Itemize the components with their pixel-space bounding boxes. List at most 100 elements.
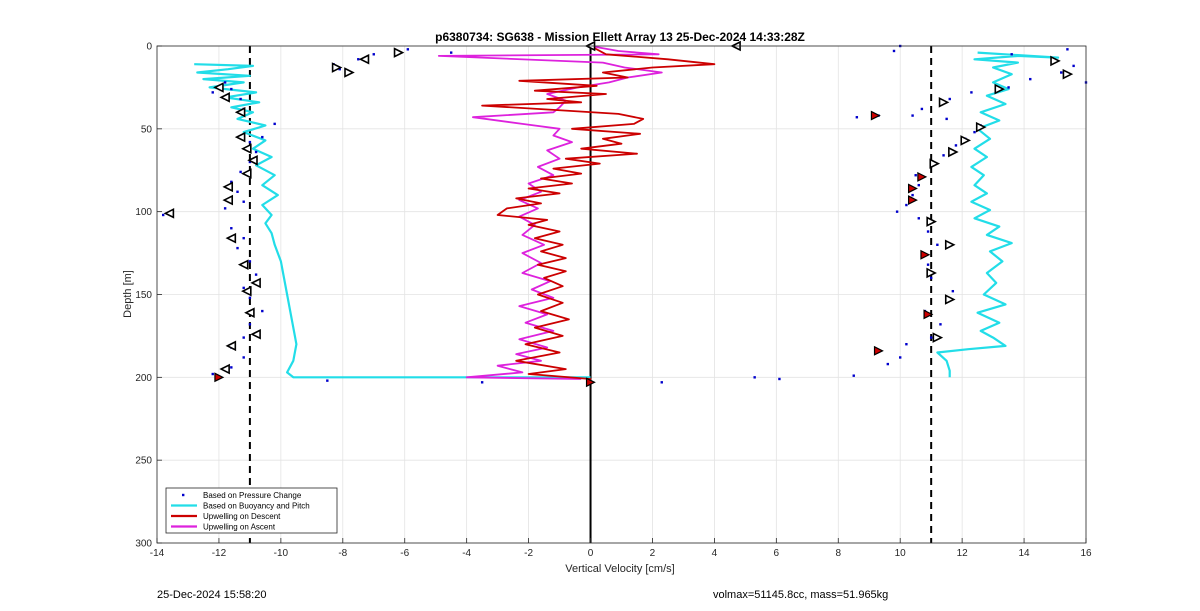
filled-marker	[214, 372, 225, 383]
pressure-change-point	[970, 91, 973, 94]
pressure-change-point	[1010, 53, 1013, 56]
x-tick-label: 16	[1080, 548, 1092, 559]
filled-marker	[585, 377, 596, 388]
y-tick-label: 200	[135, 373, 152, 384]
x-tick-label: 14	[1019, 548, 1031, 559]
pressure-change-point	[920, 107, 924, 111]
x-tick-label: 4	[712, 548, 718, 559]
pressure-change-point	[357, 58, 360, 61]
pressure-change-point	[239, 97, 242, 101]
pressure-change-point	[905, 343, 908, 346]
grid	[156, 45, 1087, 544]
triangle-marker	[241, 143, 252, 155]
marker-layer	[163, 40, 1074, 388]
triangle-marker	[960, 135, 972, 146]
pressure-change-point	[326, 379, 329, 382]
triangle-marker	[250, 277, 261, 289]
pressure-change-point	[248, 160, 252, 164]
triangle-marker	[1050, 55, 1061, 67]
pressure-change-point	[892, 49, 896, 53]
triangle-marker	[926, 216, 937, 227]
y-axis-label: Depth [m]	[122, 270, 134, 318]
triangle-marker	[163, 208, 175, 219]
pressure-change-point	[161, 213, 165, 217]
x-tick-label: 6	[774, 548, 780, 559]
y-tick-label: 100	[135, 207, 152, 218]
y-tick-label: 300	[135, 539, 152, 550]
pressure-change-point	[905, 203, 908, 207]
buoyancy-descent-line	[194, 63, 591, 379]
pressure-change-point	[954, 144, 958, 147]
pressure-change-point	[248, 296, 252, 300]
pressure-change-point	[248, 140, 252, 144]
pressure-change-point	[406, 48, 410, 51]
filled-marker	[873, 345, 884, 356]
pressure-change-point	[852, 374, 855, 377]
triangle-marker	[234, 106, 246, 118]
pressure-change-point	[855, 116, 859, 119]
triangle-marker	[250, 328, 261, 340]
pressure-change-point	[242, 336, 245, 339]
filled-marker	[907, 195, 918, 206]
x-tick-label: 8	[835, 548, 841, 559]
pressure-change-point	[261, 135, 264, 139]
triangle-marker	[344, 67, 355, 78]
pressure-change-point	[223, 207, 227, 210]
legend: Based on Pressure Change Based on Buoyanc…	[165, 487, 338, 534]
triangle-marker	[929, 158, 941, 169]
filled-marker	[923, 309, 934, 320]
triangle-marker	[944, 294, 956, 305]
series-layer	[161, 44, 1088, 384]
filled-marker	[907, 183, 918, 194]
pressure-change-point	[338, 67, 341, 71]
pressure-change-point	[1007, 86, 1010, 89]
triangle-marker	[222, 181, 234, 193]
pressure-change-point	[917, 217, 920, 220]
filled-marker	[917, 171, 928, 182]
pressure-change-point	[1066, 48, 1069, 51]
pressure-change-point	[951, 289, 955, 293]
x-tick-label: -6	[400, 548, 409, 559]
triangle-marker	[213, 82, 224, 93]
legend-entry-label: Based on Buoyancy and Pitch	[203, 502, 310, 511]
pressure-change-point	[261, 309, 264, 313]
pressure-change-point	[973, 130, 976, 134]
x-tick-label: 0	[588, 548, 594, 559]
pressure-change-point	[239, 170, 242, 174]
pressure-change-point	[911, 114, 914, 117]
triangle-marker	[241, 168, 252, 179]
triangle-marker	[1062, 68, 1074, 80]
pressure-change-point	[236, 246, 239, 250]
pressure-change-point	[273, 122, 276, 126]
pressure-change-point	[936, 243, 939, 246]
pressure-change-point	[254, 150, 258, 154]
upwelling-ascent-line	[437, 45, 663, 380]
pressure-change-point	[248, 260, 252, 263]
pressure-change-point	[895, 210, 899, 213]
pressure-change-point	[230, 227, 233, 230]
footer-timestamp: 25-Dec-2024 15:58:20	[157, 589, 267, 601]
triangle-marker	[944, 239, 956, 251]
pressure-change-point	[480, 381, 484, 384]
x-tick-label: -12	[212, 548, 227, 559]
y-tick-label: 150	[135, 290, 152, 301]
triangle-marker	[237, 259, 249, 270]
pressure-change-point	[248, 323, 252, 326]
triangle-marker	[331, 62, 343, 73]
triangle-marker	[222, 194, 234, 206]
x-tick-label: -8	[338, 548, 347, 559]
pressure-change-point	[1029, 77, 1032, 81]
pressure-change-point	[926, 263, 930, 266]
pressure-change-point	[242, 236, 245, 240]
triangle-marker	[948, 146, 959, 158]
triangle-marker	[219, 363, 230, 375]
pressure-change-point	[230, 87, 233, 91]
triangle-marker	[225, 340, 237, 352]
legend-entry-label: Upwelling on Ascent	[203, 523, 276, 532]
legend-entry-label: Based on Pressure Change	[203, 491, 302, 500]
pressure-change-point	[230, 366, 233, 369]
pressure-change-point	[753, 376, 756, 379]
pressure-change-point	[929, 336, 933, 339]
upwelling-descent-line	[481, 45, 716, 384]
